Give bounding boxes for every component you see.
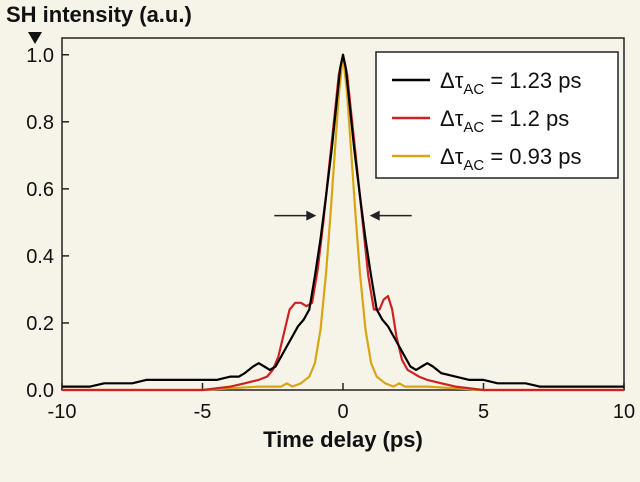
x-tick-label: -10 <box>48 401 77 423</box>
y-tick-label: 0.8 <box>26 112 54 134</box>
y-tick-label: 0.4 <box>26 246 54 268</box>
legend-label-1: ΔτAC = 1.23 ps <box>440 68 581 98</box>
x-axis-label: Time delay (ps) <box>263 427 423 452</box>
y-axis-label: SH intensity (a.u.) <box>6 2 192 27</box>
y-tick-label: 0.6 <box>26 179 54 201</box>
x-tick-label: 5 <box>478 401 489 423</box>
series-line-1 <box>62 53 624 388</box>
x-tick-label: 0 <box>337 401 348 423</box>
legend-label-2: ΔτAC = 1.2 ps <box>440 106 569 136</box>
x-tick-label: -5 <box>194 401 212 423</box>
y-tick-label: 1.0 <box>26 45 54 67</box>
x-axis-ticks: -10 -5 0 5 10 <box>48 383 635 423</box>
fwhm-arrow-right-head <box>369 210 380 221</box>
y-axis-marker-triangle <box>28 32 42 44</box>
series-lines <box>62 53 624 392</box>
fwhm-arrow-left-head <box>306 210 317 221</box>
y-axis-ticks: 0.0 0.2 0.4 0.6 0.8 1.0 <box>26 45 69 402</box>
y-tick-label: 0.0 <box>26 380 54 402</box>
fwhm-arrows <box>274 210 412 221</box>
y-tick-label: 0.2 <box>26 313 54 335</box>
legend-label-3: ΔτAC = 0.93 ps <box>440 144 581 174</box>
x-tick-label: 10 <box>613 401 635 423</box>
legend: ΔτAC = 1.23 ps ΔτAC = 1.2 ps ΔτAC = 0.93 p… <box>375 51 619 179</box>
